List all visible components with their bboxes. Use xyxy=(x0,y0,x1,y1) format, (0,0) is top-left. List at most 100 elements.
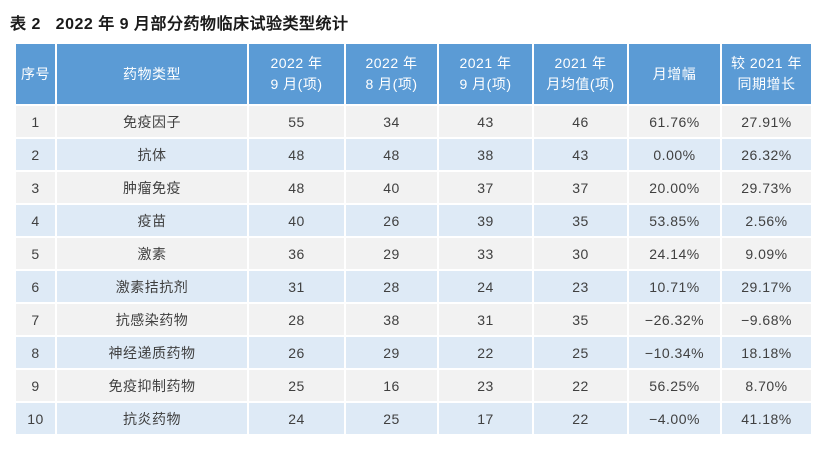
table-row: 5 激素 36 29 33 30 24.14% 9.09% xyxy=(16,238,811,269)
table-cell: 25 xyxy=(346,403,437,434)
table-cell: 0.00% xyxy=(629,139,720,170)
table-cell: 38 xyxy=(439,139,532,170)
table-cell: 激素拮抗剂 xyxy=(57,271,247,302)
table-cell: 48 xyxy=(249,172,344,203)
table-cell: 抗炎药物 xyxy=(57,403,247,434)
table-caption: 表 2 2022 年 9 月部分药物临床试验类型统计 xyxy=(10,16,349,33)
header-cell-2021-09: 2021 年 9 月(项) xyxy=(439,44,532,104)
table-cell: 10.71% xyxy=(629,271,720,302)
table-cell: 8 xyxy=(16,337,55,368)
table-row: 6 激素拮抗剂 31 28 24 23 10.71% 29.17% xyxy=(16,271,811,302)
table-cell: 22 xyxy=(534,403,627,434)
header-cell-index: 序号 xyxy=(16,44,55,104)
table-body: 1 免疫因子 55 34 43 46 61.76% 27.91% 2 抗体 48… xyxy=(16,106,811,434)
table-cell: 48 xyxy=(346,139,437,170)
table-cell: 激素 xyxy=(57,238,247,269)
table-cell: 6 xyxy=(16,271,55,302)
table-row: 4 疫苗 40 26 39 35 53.85% 2.56% xyxy=(16,205,811,236)
table-cell: 30 xyxy=(534,238,627,269)
table-cell: 41.18% xyxy=(722,403,811,434)
table-cell: 29.17% xyxy=(722,271,811,302)
table-cell: −4.00% xyxy=(629,403,720,434)
table-cell: 31 xyxy=(249,271,344,302)
table-cell: 28 xyxy=(249,304,344,335)
table-row: 9 免疫抑制药物 25 16 23 22 56.25% 8.70% xyxy=(16,370,811,401)
table-row: 2 抗体 48 48 38 43 0.00% 26.32% xyxy=(16,139,811,170)
table-header: 序号 药物类型 2022 年 9 月(项) 2022 年 8 月(项) 2021… xyxy=(16,44,811,104)
header-cell-2022-08: 2022 年 8 月(项) xyxy=(346,44,437,104)
table-cell: 33 xyxy=(439,238,532,269)
table-cell: 31 xyxy=(439,304,532,335)
header-row: 序号 药物类型 2022 年 9 月(项) 2022 年 8 月(项) 2021… xyxy=(16,44,811,104)
table-cell: 35 xyxy=(534,304,627,335)
clinical-trial-stats-table: 序号 药物类型 2022 年 9 月(项) 2022 年 8 月(项) 2021… xyxy=(14,42,813,436)
table-cell: 38 xyxy=(346,304,437,335)
table-cell: 肿瘤免疫 xyxy=(57,172,247,203)
table-cell: 37 xyxy=(534,172,627,203)
table-cell: 25 xyxy=(249,370,344,401)
table-cell: 26 xyxy=(346,205,437,236)
table-cell: 24.14% xyxy=(629,238,720,269)
table-cell: 1 xyxy=(16,106,55,137)
table-cell: 28 xyxy=(346,271,437,302)
table-cell: 免疫抑制药物 xyxy=(57,370,247,401)
table-cell: 23 xyxy=(439,370,532,401)
table-cell: 抗体 xyxy=(57,139,247,170)
table-cell: 18.18% xyxy=(722,337,811,368)
table-row: 8 神经递质药物 26 29 22 25 −10.34% 18.18% xyxy=(16,337,811,368)
table-cell: 48 xyxy=(249,139,344,170)
header-cell-2021-monthly-avg: 2021 年 月均值(项) xyxy=(534,44,627,104)
table-cell: 46 xyxy=(534,106,627,137)
table-cell: −10.34% xyxy=(629,337,720,368)
header-cell-2022-09: 2022 年 9 月(项) xyxy=(249,44,344,104)
table-cell: 29 xyxy=(346,337,437,368)
table-cell: 26.32% xyxy=(722,139,811,170)
table-cell: 9 xyxy=(16,370,55,401)
table-cell: 16 xyxy=(346,370,437,401)
table-cell: 4 xyxy=(16,205,55,236)
table-cell: 22 xyxy=(439,337,532,368)
table-cell: 5 xyxy=(16,238,55,269)
table-row: 1 免疫因子 55 34 43 46 61.76% 27.91% xyxy=(16,106,811,137)
table-cell: 2.56% xyxy=(722,205,811,236)
table-cell: 疫苗 xyxy=(57,205,247,236)
table-cell: 24 xyxy=(249,403,344,434)
table-cell: 35 xyxy=(534,205,627,236)
table-cell: 抗感染药物 xyxy=(57,304,247,335)
table-cell: 免疫因子 xyxy=(57,106,247,137)
table-cell: 43 xyxy=(439,106,532,137)
table-cell: 25 xyxy=(534,337,627,368)
table-cell: 56.25% xyxy=(629,370,720,401)
table-cell: 40 xyxy=(249,205,344,236)
table-cell: 20.00% xyxy=(629,172,720,203)
header-cell-month-growth: 月增幅 xyxy=(629,44,720,104)
table-cell: 40 xyxy=(346,172,437,203)
header-cell-drug-type: 药物类型 xyxy=(57,44,247,104)
table-cell: 39 xyxy=(439,205,532,236)
table-cell: 22 xyxy=(534,370,627,401)
table-row: 10 抗炎药物 24 25 17 22 −4.00% 41.18% xyxy=(16,403,811,434)
table-cell: 29.73% xyxy=(722,172,811,203)
table-cell: −26.32% xyxy=(629,304,720,335)
table-cell: 27.91% xyxy=(722,106,811,137)
table-row: 7 抗感染药物 28 38 31 35 −26.32% −9.68% xyxy=(16,304,811,335)
table-cell: 8.70% xyxy=(722,370,811,401)
table-cell: 29 xyxy=(346,238,437,269)
table-cell: 26 xyxy=(249,337,344,368)
table-cell: 53.85% xyxy=(629,205,720,236)
table-cell: −9.68% xyxy=(722,304,811,335)
table-cell: 7 xyxy=(16,304,55,335)
table-cell: 36 xyxy=(249,238,344,269)
table-cell: 3 xyxy=(16,172,55,203)
table-cell: 43 xyxy=(534,139,627,170)
table-cell: 10 xyxy=(16,403,55,434)
table-row: 3 肿瘤免疫 48 40 37 37 20.00% 29.73% xyxy=(16,172,811,203)
header-cell-yoy-growth: 较 2021 年 同期增长 xyxy=(722,44,811,104)
table-cell: 23 xyxy=(534,271,627,302)
table-cell: 2 xyxy=(16,139,55,170)
table-cell: 17 xyxy=(439,403,532,434)
table-cell: 神经递质药物 xyxy=(57,337,247,368)
table-cell: 9.09% xyxy=(722,238,811,269)
table-cell: 24 xyxy=(439,271,532,302)
